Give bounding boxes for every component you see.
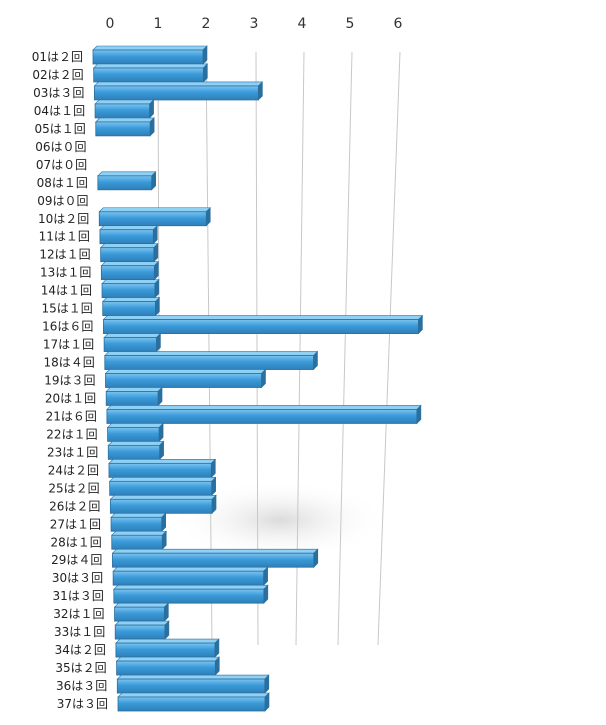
category-label: 31は３回 — [53, 589, 104, 603]
category-label: 26は２回 — [49, 499, 100, 513]
category-label: 34は２回 — [55, 643, 106, 657]
category-label: 37は３回 — [57, 697, 108, 711]
bar — [101, 296, 161, 317]
bar — [114, 620, 170, 640]
bar — [101, 278, 160, 299]
category-label: 21は６回 — [46, 409, 97, 423]
x-tick-label-3: 3 — [250, 16, 259, 32]
category-label: 33は１回 — [54, 625, 105, 639]
bar — [117, 692, 270, 712]
category-label: 15は１回 — [41, 302, 92, 316]
category-label: 12は１回 — [39, 248, 90, 262]
bar — [97, 171, 157, 191]
bar — [116, 674, 270, 694]
bar — [103, 332, 162, 353]
category-label: 09は０回 — [37, 194, 88, 208]
bar — [104, 368, 267, 389]
bar — [102, 314, 424, 335]
bar — [115, 656, 221, 676]
category-label: 29は４回 — [51, 553, 102, 567]
bar — [113, 602, 170, 622]
bar — [111, 548, 319, 568]
x-tick-label-0: 0 — [106, 16, 115, 32]
bar — [107, 440, 165, 461]
category-label: 30は３回 — [52, 571, 103, 585]
x-tick-label-5: 5 — [346, 16, 355, 32]
bar — [108, 458, 217, 479]
gridline-3 — [255, 51, 259, 646]
category-label: 28は１回 — [50, 535, 101, 549]
x-tick-label-2: 2 — [202, 16, 211, 32]
category-label: 11は１回 — [39, 230, 90, 244]
bar — [110, 512, 167, 533]
category-label: 24は２回 — [48, 463, 99, 477]
category-label: 13は１回 — [40, 266, 91, 280]
category-label: 01は２回 — [32, 50, 83, 64]
gridline-4 — [295, 51, 305, 646]
bar — [100, 260, 160, 281]
bar — [99, 224, 159, 245]
category-label: 07は０回 — [36, 158, 87, 172]
category-labels: 01は２回 02は２回 03は３回 04は１回 05は１回 06は０回 07は０回 08は１回… — [32, 50, 108, 711]
bar — [94, 99, 155, 119]
category-label: 14は１回 — [41, 284, 92, 298]
x-axis-ticks: 0 1 2 3 4 5 6 — [106, 16, 403, 32]
x-tick-label-1: 1 — [154, 16, 163, 32]
category-label: 19は３回 — [44, 374, 95, 388]
bar — [95, 117, 155, 137]
gridline-5 — [337, 51, 353, 646]
category-label: 36は３回 — [56, 679, 107, 693]
x-tick-label-4: 4 — [298, 16, 307, 32]
category-label: 22は１回 — [46, 427, 97, 441]
category-label: 32は１回 — [53, 607, 104, 621]
category-label: 20は１回 — [45, 391, 96, 405]
category-label: 08は１回 — [37, 176, 88, 190]
category-label: 06は０回 — [35, 140, 86, 154]
category-label: 10は２回 — [38, 212, 89, 226]
bar — [104, 350, 319, 371]
category-label: 25は２回 — [48, 481, 99, 495]
category-label: 27は１回 — [50, 517, 101, 531]
category-label: 05は１回 — [34, 122, 85, 136]
bar — [115, 638, 220, 658]
bar — [105, 386, 163, 407]
bar — [111, 530, 167, 550]
bar — [92, 63, 209, 83]
category-label: 03は３回 — [33, 86, 84, 100]
bar — [93, 81, 264, 101]
bar — [106, 422, 164, 443]
bars — [92, 45, 424, 712]
category-label: 16は６回 — [42, 320, 93, 334]
category-label: 04は１回 — [34, 104, 85, 118]
floor-shadow — [170, 480, 390, 560]
gridline-2 — [205, 51, 213, 646]
category-label: 02は２回 — [32, 68, 83, 82]
bar — [112, 566, 269, 586]
bar — [108, 476, 217, 497]
bar — [98, 207, 211, 227]
bar — [106, 404, 422, 425]
category-label: 23は１回 — [47, 445, 98, 459]
gridline-6 — [377, 51, 401, 646]
bar — [109, 494, 217, 515]
x-tick-label-6: 6 — [394, 16, 403, 32]
category-label: 18は４回 — [44, 356, 95, 370]
category-label: 17は１回 — [43, 338, 94, 352]
category-label: 35は２回 — [55, 661, 106, 675]
bar — [92, 45, 208, 65]
bar — [113, 584, 269, 604]
bar — [99, 242, 159, 263]
